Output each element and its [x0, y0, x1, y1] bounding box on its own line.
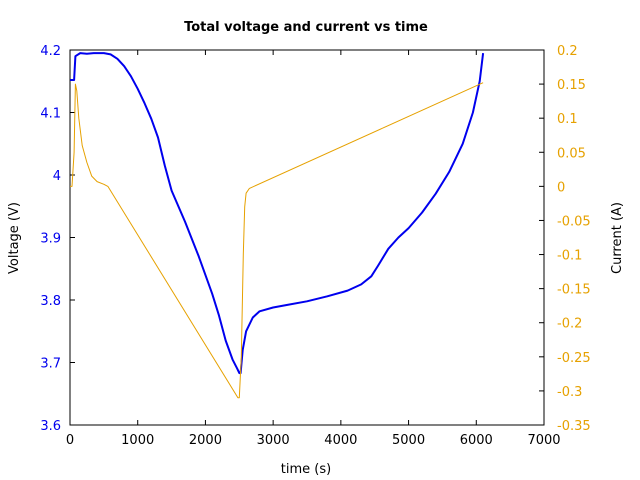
- current-series-line: [70, 82, 484, 399]
- right-y-tick-label: -0.1: [557, 249, 582, 264]
- right-y-axis-ticks: -0.35 -0.3 -0.25 -0.2 -0.15 -0.1 -0.05 0 0.05 0.1…: [539, 44, 591, 434]
- left-y-tick-label: 3.6: [40, 419, 61, 434]
- left-y-tick-label: 4.2: [40, 44, 61, 59]
- x-tick-label: 3000: [257, 433, 290, 448]
- chart-title: Total voltage and current vs time: [184, 20, 428, 35]
- x-axis-label: time (s): [281, 462, 331, 477]
- right-y-tick-label: -0.2: [557, 317, 582, 332]
- right-y-tick-label: -0.25: [557, 351, 591, 366]
- right-y-tick-label: 0.1: [557, 112, 578, 127]
- left-y-tick-label: 4.1: [40, 107, 61, 122]
- right-y-tick-label: 0.05: [557, 146, 586, 161]
- left-y-tick-label: 3.7: [40, 357, 61, 372]
- x-tick-label: 4000: [324, 433, 357, 448]
- x-tick-label: 2000: [189, 433, 222, 448]
- series-lines: [70, 52, 485, 399]
- x-tick-label: 5000: [392, 433, 425, 448]
- voltage-series-line: [70, 52, 485, 375]
- right-y-tick-label: -0.05: [557, 214, 591, 229]
- x-tick-label: 6000: [460, 433, 493, 448]
- right-y-tick-label: 0.15: [557, 78, 586, 93]
- left-y-tick-label: 4: [53, 169, 61, 184]
- right-y-tick-label: 0: [557, 180, 565, 195]
- left-y-axis-label: Voltage (V): [7, 202, 22, 274]
- right-y-tick-label: -0.3: [557, 385, 582, 400]
- right-y-axis-label: Current (A): [610, 202, 625, 274]
- left-y-tick-label: 3.9: [40, 232, 61, 247]
- plot-area-frame: [69, 49, 545, 426]
- x-tick-label: 1000: [121, 433, 154, 448]
- x-tick-label: 0: [66, 433, 74, 448]
- left-y-axis-ticks: 3.6 3.7 3.8 3.9 4 4.1 4.2: [40, 44, 75, 434]
- left-y-tick-label: 3.8: [40, 294, 61, 309]
- right-y-tick-label: -0.35: [557, 419, 591, 434]
- right-y-tick-label: -0.15: [557, 283, 591, 298]
- x-tick-label: 7000: [527, 433, 560, 448]
- right-y-tick-label: 0.2: [557, 44, 578, 59]
- x-axis-ticks: 0 1000 2000 3000 4000 5000 6000 7000: [66, 50, 561, 448]
